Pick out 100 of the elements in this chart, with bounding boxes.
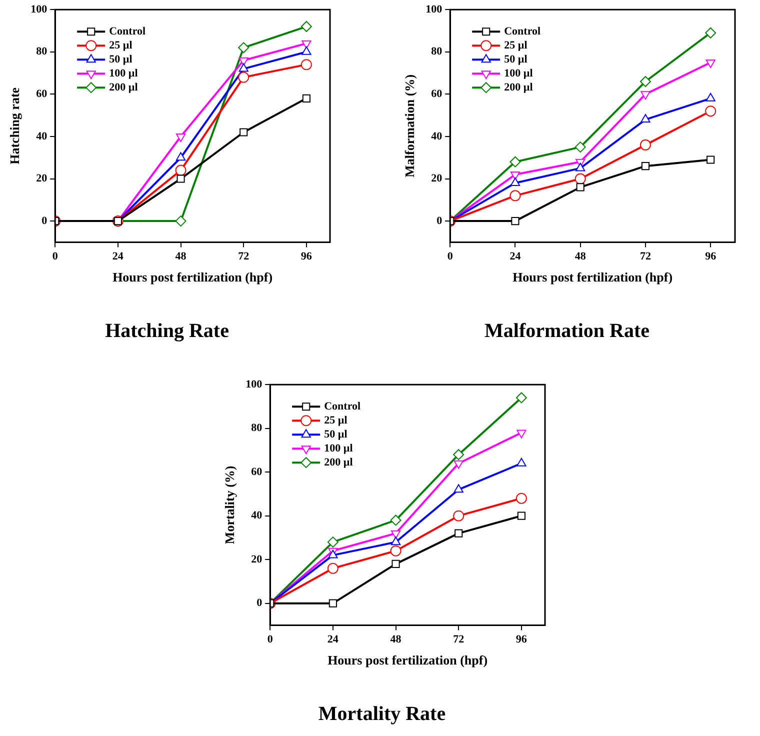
x-tick-label: 24 <box>327 634 339 646</box>
point <box>640 76 651 87</box>
point <box>510 172 520 180</box>
y-tick-label: 80 <box>431 46 443 58</box>
point <box>238 72 250 83</box>
legend-label: 200 µl <box>504 81 533 94</box>
point <box>641 162 650 170</box>
point <box>576 162 586 172</box>
point <box>511 217 520 226</box>
legend-label: 50 µl <box>109 53 132 66</box>
y-tick-label: 20 <box>36 172 48 185</box>
point <box>454 529 463 538</box>
point <box>576 183 584 192</box>
x-tick-label: 96 <box>705 250 717 263</box>
y-tick-label: 60 <box>36 88 48 100</box>
y-tick-label: 40 <box>431 130 443 142</box>
y-tick-label: 20 <box>251 553 263 566</box>
x-tick-label: 0 <box>267 634 274 646</box>
x-tick-label: 72 <box>453 634 465 646</box>
x-tick-label: 48 <box>175 250 187 263</box>
point <box>390 536 401 546</box>
legend-label: 100 µl <box>109 67 138 80</box>
point <box>516 392 527 404</box>
point <box>510 156 521 168</box>
y-tick-label: 0 <box>256 597 263 610</box>
legend-label: 25 µl <box>504 39 528 52</box>
y-tick-label: 0 <box>42 214 48 227</box>
y-tick-label: 40 <box>251 510 263 522</box>
point <box>706 156 715 164</box>
text: Hatching Rate <box>105 320 230 342</box>
point <box>390 514 402 526</box>
y-tick-label: 100 <box>426 3 443 16</box>
point <box>640 139 651 150</box>
point <box>706 92 716 102</box>
x-axis-title: Hours post fertilization (hpf) <box>512 270 673 285</box>
x-tick-label: 72 <box>238 250 250 263</box>
text: Mortality Rate <box>318 703 446 726</box>
point <box>705 27 716 38</box>
point <box>516 458 526 466</box>
y-axis-title: Mortality (%) <box>222 466 238 544</box>
point <box>238 42 250 54</box>
point <box>328 599 337 608</box>
legend-label: Control <box>504 25 541 38</box>
y-tick-label: 20 <box>431 172 443 185</box>
x-axis-title: Hours post fertilization (hpf) <box>112 270 273 285</box>
text: Malformation Rate <box>484 320 650 342</box>
x-tick-label: 24 <box>510 250 522 263</box>
y-tick-label: 100 <box>30 3 48 16</box>
y-tick-label: 60 <box>251 466 263 478</box>
point <box>453 510 464 522</box>
legend-label: 100 µl <box>324 442 353 454</box>
point <box>510 190 521 202</box>
x-tick-label: 48 <box>390 634 402 646</box>
point <box>574 173 586 184</box>
point <box>454 460 464 469</box>
point <box>302 94 310 102</box>
point <box>640 91 650 100</box>
x-tick-label: 0 <box>447 250 454 263</box>
point <box>327 536 338 548</box>
point <box>516 430 526 438</box>
y-tick-label: 100 <box>246 378 263 390</box>
point <box>238 57 248 66</box>
legend-label: Control <box>109 25 146 38</box>
point <box>176 152 186 161</box>
point <box>517 512 526 520</box>
legend-label: 25 µl <box>109 39 132 52</box>
x-tick-label: 96 <box>300 250 312 263</box>
point <box>390 545 402 556</box>
point <box>300 21 312 32</box>
legend-label: 25 µl <box>324 414 348 426</box>
point <box>706 59 716 68</box>
y-tick-label: 80 <box>36 46 48 58</box>
x-tick-label: 48 <box>574 250 586 263</box>
x-tick-label: 24 <box>112 250 124 263</box>
x-axis-title: Hours post fertilization (hpf) <box>328 652 488 668</box>
legend-label: 50 µl <box>324 428 348 440</box>
y-tick-label: 0 <box>436 214 443 227</box>
point <box>302 46 312 55</box>
legend-label: 200 µl <box>324 456 353 468</box>
legend-label: 200 µl <box>109 81 138 94</box>
point <box>392 560 400 568</box>
point <box>453 449 464 460</box>
x-tick-label: 0 <box>52 250 58 263</box>
point <box>302 40 312 49</box>
y-tick-label: 80 <box>251 422 263 434</box>
point <box>176 174 185 183</box>
point <box>240 128 248 136</box>
legend-label: 100 µl <box>504 67 533 80</box>
point <box>390 530 401 539</box>
point <box>300 59 312 70</box>
point <box>175 164 186 176</box>
point <box>516 492 527 504</box>
legend-label: 50 µl <box>504 53 528 66</box>
x-tick-label: 72 <box>640 250 652 263</box>
y-tick-label: 60 <box>431 88 443 100</box>
point <box>574 142 586 153</box>
point <box>327 562 338 574</box>
x-tick-label: 96 <box>516 634 528 646</box>
point <box>175 216 186 227</box>
y-tick-label: 40 <box>36 130 48 142</box>
